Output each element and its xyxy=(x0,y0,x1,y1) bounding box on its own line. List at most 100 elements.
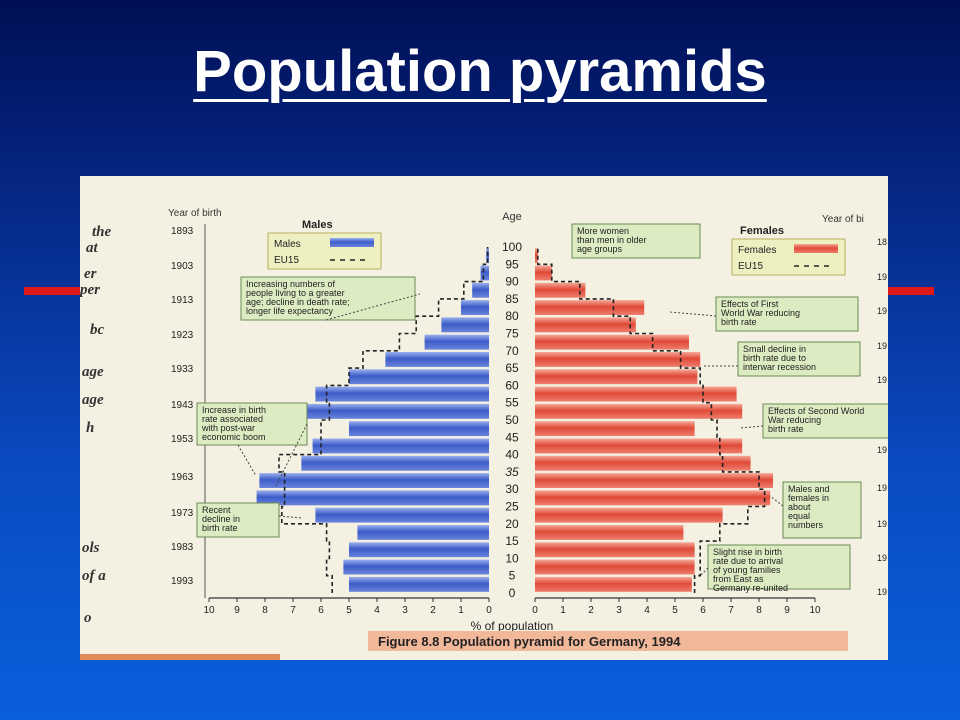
age-tick-label: 40 xyxy=(505,448,519,462)
age-axis-label: Age xyxy=(502,211,522,223)
female-bar xyxy=(535,265,552,281)
age-tick-label: 45 xyxy=(505,430,519,444)
age-tick-label: 95 xyxy=(505,257,519,271)
annotation-text: More women xyxy=(577,226,629,236)
annotation-text: Effects of First xyxy=(721,299,779,309)
male-bar xyxy=(349,576,489,592)
female-bar xyxy=(535,438,743,454)
x-tick-label: 8 xyxy=(262,605,268,616)
birth-year-label-right: 19 xyxy=(877,272,887,282)
annotation-text: decline in xyxy=(202,514,240,524)
annotation-text: interwar recession xyxy=(743,362,816,372)
male-bar xyxy=(441,317,489,333)
male-bar xyxy=(472,282,489,298)
female-bar xyxy=(535,559,695,575)
male-bar xyxy=(304,403,489,419)
annotation-text: birth rate due to xyxy=(743,353,806,363)
birth-year-label: 1893 xyxy=(171,226,194,237)
age-tick-label: 85 xyxy=(505,292,519,306)
x-tick-label: 1 xyxy=(560,605,566,616)
page-fragment: ols xyxy=(82,540,100,556)
legend-left-label: EU15 xyxy=(274,255,299,266)
x-tick-label: 6 xyxy=(700,605,706,616)
male-bar xyxy=(480,265,489,281)
age-tick-label: 50 xyxy=(505,413,519,427)
birth-year-label: 1973 xyxy=(171,508,194,519)
red-rule-left xyxy=(24,287,84,295)
female-bar xyxy=(535,542,695,558)
pyramid-figure: the at er per bc age age h ols of a o 10… xyxy=(80,176,888,660)
x-tick-label: 7 xyxy=(728,605,734,616)
female-bar xyxy=(535,352,701,367)
x-tick-label: 10 xyxy=(809,605,821,616)
age-tick-label: 5 xyxy=(509,569,516,583)
female-bar xyxy=(535,403,743,419)
x-tick-label: 4 xyxy=(374,605,380,616)
age-tick-label: 10 xyxy=(505,551,519,565)
annotation-text: about xyxy=(788,502,811,512)
male-bar xyxy=(349,421,489,437)
female-bar xyxy=(535,473,773,488)
left-year-header: Year of birth xyxy=(168,208,222,219)
birth-year-label: 1953 xyxy=(171,434,194,445)
female-bar xyxy=(535,507,723,523)
birth-year-label: 1913 xyxy=(171,295,194,306)
female-bar xyxy=(535,490,771,506)
birth-year-label: 1923 xyxy=(171,330,194,341)
birth-year-label-right: 19 xyxy=(877,483,887,493)
eu15-male-line xyxy=(278,247,489,593)
birth-year-label-right: 19 xyxy=(877,341,887,351)
x-tick-label: 9 xyxy=(784,605,790,616)
page-fragment: at xyxy=(86,240,98,256)
annotation-text: Increasing numbers of xyxy=(246,279,336,289)
right-year-header: Year of bi xyxy=(822,214,864,225)
female-bar xyxy=(535,248,538,264)
age-tick-label: 0 xyxy=(509,586,516,600)
age-tick-label: 65 xyxy=(505,361,519,375)
page-fragment: h xyxy=(86,420,95,436)
male-bar xyxy=(357,525,489,540)
annotation-leader xyxy=(275,423,308,487)
x-tick-label: 3 xyxy=(402,605,408,616)
x-tick-label: 6 xyxy=(318,605,324,616)
slide-title: Population pyramids xyxy=(193,39,767,104)
x-tick-label: 8 xyxy=(756,605,762,616)
annotation-leader xyxy=(237,444,257,477)
annotation-box xyxy=(196,502,280,538)
annotation-box xyxy=(571,223,701,259)
birth-year-label: 1943 xyxy=(171,400,194,411)
male-bar xyxy=(312,438,489,454)
female-bar xyxy=(535,525,684,540)
legend-left-bar-swatch xyxy=(330,238,374,247)
x-tick-label: 1 xyxy=(458,605,464,616)
legend-right-label: EU15 xyxy=(738,261,763,272)
male-bar xyxy=(385,352,489,367)
birth-year-label: 1993 xyxy=(171,576,194,587)
page-fragment: age xyxy=(82,364,104,380)
annotation-text: Effects of Second World xyxy=(768,406,864,416)
legend-left-label: Males xyxy=(274,239,301,250)
eu15-female-line xyxy=(537,247,766,593)
annotation-text: Slight rise in birth xyxy=(713,547,782,557)
female-bar xyxy=(535,369,698,385)
birth-year-label: 1903 xyxy=(171,261,194,272)
age-tick-label: 100 xyxy=(502,240,522,254)
annotation-text: Males and xyxy=(788,484,830,494)
x-tick-label: 9 xyxy=(234,605,240,616)
annotation-text: Increase in birth xyxy=(202,405,266,415)
female-bar xyxy=(535,334,689,350)
annotation-text: age; decline in death rate; xyxy=(246,297,350,307)
x-tick-label: 5 xyxy=(346,605,352,616)
annotation-text: from East as xyxy=(713,574,764,584)
age-tick-label: 55 xyxy=(505,396,519,410)
annotation-text: World War reducing xyxy=(721,308,800,318)
female-bar xyxy=(535,455,751,471)
age-tick-label: 75 xyxy=(505,327,519,341)
birth-year-label-right: 19 xyxy=(877,587,887,597)
male-bar xyxy=(486,248,489,264)
male-bar xyxy=(343,559,489,575)
age-tick-label: 80 xyxy=(505,309,519,323)
age-tick-label: 20 xyxy=(505,517,519,531)
annotation-leader xyxy=(278,515,303,519)
age-tick-label: 60 xyxy=(505,378,519,392)
